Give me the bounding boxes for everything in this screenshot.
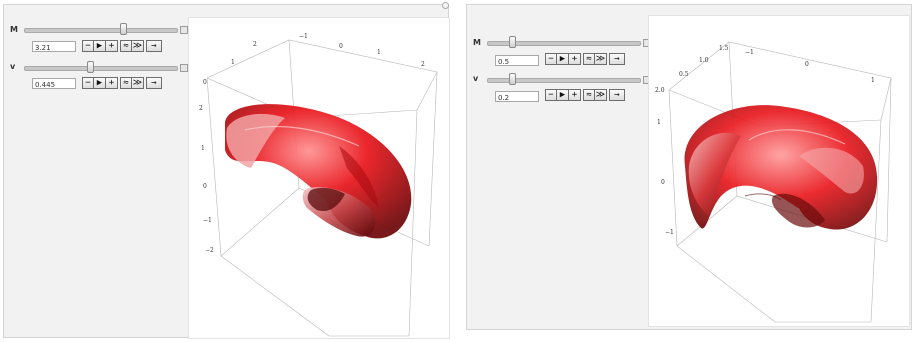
tick-label: 1 <box>201 145 205 152</box>
faster-button[interactable]: ≈ <box>120 40 132 52</box>
control-row-m: M <box>471 36 651 50</box>
manipulate-panel-right: M 0.5 − ▶ + ≈ ≫ → v 0.2 − ▶ + ≈ ≫ <box>466 4 912 330</box>
slider-track-m[interactable] <box>24 28 178 33</box>
direction-button[interactable]: → <box>609 53 625 65</box>
slower-button[interactable]: ≫ <box>595 53 607 65</box>
bounding-box <box>206 39 438 337</box>
tick-label: 0.5 <box>679 71 689 78</box>
tick-label: 0 <box>203 79 207 86</box>
parametric-surface <box>225 104 412 239</box>
play-button[interactable]: ▶ <box>94 40 106 52</box>
direction-button[interactable]: → <box>146 77 162 89</box>
decrement-button[interactable]: − <box>82 40 94 52</box>
play-button[interactable]: ▶ <box>557 53 569 65</box>
increment-button[interactable]: + <box>569 89 581 101</box>
value-field-m[interactable]: 0.5 <box>495 55 539 66</box>
tick-label: 2 <box>199 105 203 112</box>
decrement-button[interactable]: − <box>82 77 94 89</box>
control-label-m: M <box>473 38 481 47</box>
tick-label: −1 <box>745 49 754 56</box>
faster-button[interactable]: ≈ <box>583 89 595 101</box>
tick-label: −1 <box>299 33 308 40</box>
tick-label: 0 <box>203 183 207 190</box>
manipulate-panel-left: M 3.21 − ▶ + ≈ ≫ → v 0.445 − ▶ + ≈ ≫ <box>3 2 450 339</box>
tick-label: 0 <box>805 61 809 68</box>
tick-label: 1.0 <box>699 57 709 64</box>
play-button[interactable]: ▶ <box>94 77 106 89</box>
increment-button[interactable]: + <box>569 53 581 65</box>
3d-plot-right[interactable]: 1.5 −1 0 1 0.5 1.0 2.0 1 0 −1 <box>648 15 910 327</box>
expand-controls-icon[interactable] <box>180 26 188 34</box>
control-row-v: v <box>8 61 188 75</box>
slider-thumb-m[interactable] <box>509 36 516 48</box>
tick-label: 2 <box>421 61 425 68</box>
control-label-v: v <box>10 62 16 71</box>
slower-button[interactable]: ≫ <box>132 77 144 89</box>
axis-ticks-left: 2 −1 0 1 2 1 0 2 1 0 −1 −2 <box>199 33 425 254</box>
tick-label: −2 <box>205 247 214 254</box>
expand-controls-icon[interactable] <box>180 64 188 72</box>
direction-button[interactable]: → <box>609 89 625 101</box>
parametric-surface <box>684 105 878 230</box>
tick-label: −1 <box>665 229 674 236</box>
slider-thumb-v[interactable] <box>87 61 94 73</box>
decrement-button[interactable]: − <box>545 53 557 65</box>
slower-button[interactable]: ≫ <box>595 89 607 101</box>
value-field-v[interactable]: 0.2 <box>495 91 539 102</box>
slider-track-m[interactable] <box>487 41 641 46</box>
increment-button[interactable]: + <box>106 40 118 52</box>
faster-button[interactable]: ≈ <box>120 77 132 89</box>
tick-label: 2 <box>253 41 257 48</box>
play-button[interactable]: ▶ <box>557 89 569 101</box>
tick-label: 0 <box>339 43 343 50</box>
tick-label: 2.0 <box>655 87 665 94</box>
animation-buttons-v: − ▶ + ≈ ≫ → <box>82 77 162 89</box>
value-field-v[interactable]: 0.445 <box>32 78 76 89</box>
tick-label: 1 <box>231 59 235 66</box>
control-row-v: v <box>471 73 651 87</box>
decrement-button[interactable]: − <box>545 89 557 101</box>
tick-label: −1 <box>203 217 212 224</box>
tick-label: 1 <box>657 119 661 126</box>
tick-label: 1 <box>377 49 381 56</box>
animation-buttons-m: − ▶ + ≈ ≫ → <box>545 53 625 65</box>
value-field-m[interactable]: 3.21 <box>32 41 76 52</box>
control-row-m: M <box>8 23 188 37</box>
3d-plot-left[interactable]: 2 −1 0 1 2 1 0 2 1 0 −1 −2 <box>188 17 450 339</box>
animation-buttons-v: − ▶ + ≈ ≫ → <box>545 89 625 101</box>
control-label-m: M <box>10 25 18 34</box>
faster-button[interactable]: ≈ <box>583 53 595 65</box>
slider-thumb-v[interactable] <box>509 73 516 85</box>
increment-button[interactable]: + <box>106 77 118 89</box>
slower-button[interactable]: ≫ <box>132 40 144 52</box>
tick-label: 1 <box>871 77 875 84</box>
tick-label: 1.5 <box>719 45 729 52</box>
options-gear-icon[interactable] <box>442 2 449 9</box>
direction-button[interactable]: → <box>146 40 162 52</box>
slider-track-v[interactable] <box>24 66 178 71</box>
slider-track-v[interactable] <box>487 78 641 83</box>
tick-label: 0 <box>661 179 665 186</box>
control-label-v: v <box>473 74 479 83</box>
axis-ticks-right: 1.5 −1 0 1 0.5 1.0 2.0 1 0 −1 <box>655 45 875 236</box>
animation-buttons-m: − ▶ + ≈ ≫ → <box>82 40 162 52</box>
slider-thumb-m[interactable] <box>120 23 127 35</box>
